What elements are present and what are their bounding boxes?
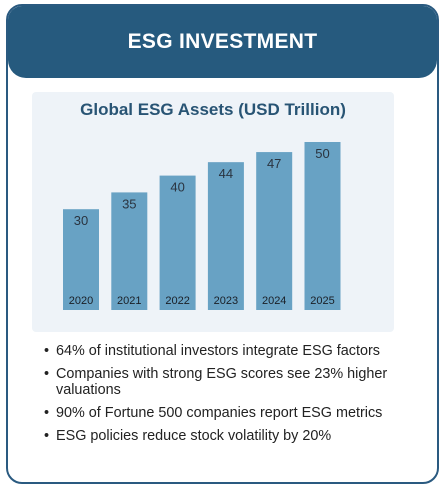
page-title: ESG INVESTMENT bbox=[127, 30, 318, 53]
bar-value-label: 35 bbox=[122, 196, 136, 211]
bar-category-label: 2020 bbox=[69, 295, 93, 307]
facts-list: • 64% of institutional investors integrat… bbox=[44, 343, 437, 451]
bullet-icon: • bbox=[44, 428, 50, 444]
bar-value-label: 47 bbox=[267, 156, 281, 171]
bar-category-label: 2022 bbox=[165, 295, 189, 307]
bar-2020 bbox=[63, 209, 99, 310]
bar-2021 bbox=[111, 192, 148, 310]
chart-title: Global ESG Assets (USD Trillion) bbox=[80, 100, 346, 119]
fact-item: • 64% of institutional investors integrat… bbox=[44, 343, 437, 359]
bar-category-label: 2021 bbox=[117, 295, 141, 307]
header-banner: ESG INVESTMENT bbox=[8, 6, 437, 78]
bar-value-label: 30 bbox=[74, 213, 88, 228]
fact-item: • Companies with strong ESG scores see 23… bbox=[44, 366, 437, 398]
fact-text: ESG policies reduce stock volatility by … bbox=[56, 428, 332, 444]
bar-category-label: 2025 bbox=[310, 295, 334, 307]
fact-text: 90% of Fortune 500 companies report ESG … bbox=[56, 405, 383, 421]
fact-item: • ESG policies reduce stock volatility by… bbox=[44, 428, 437, 444]
bar-2023 bbox=[207, 162, 244, 310]
bullet-icon: • bbox=[44, 366, 50, 382]
bullet-icon: • bbox=[44, 343, 50, 359]
chart-panel: Global ESG Assets (USD Trillion) 30 2020 3… bbox=[32, 92, 394, 332]
bar-value-label: 44 bbox=[219, 166, 233, 181]
bar-2022 bbox=[159, 175, 196, 310]
bar-category-label: 2023 bbox=[214, 295, 238, 307]
esg-card: ESG INVESTMENT Global ESG Assets (USD Tr… bbox=[6, 4, 439, 484]
fact-text: Companies with strong ESG scores see 23%… bbox=[56, 366, 388, 398]
bar-category-label: 2024 bbox=[262, 295, 286, 307]
bullet-icon: • bbox=[44, 405, 50, 421]
bar-2025 bbox=[304, 142, 341, 310]
fact-text: 64% of institutional investors integrate… bbox=[56, 343, 380, 359]
bar-chart: 30 2020 35 2021 40 2022 44 2023 47 2024 50 2025 bbox=[63, 142, 341, 310]
bar-value-label: 50 bbox=[315, 146, 329, 161]
bar-2024 bbox=[256, 152, 293, 310]
fact-item: • 90% of Fortune 500 companies report ESG… bbox=[44, 405, 437, 421]
bar-value-label: 40 bbox=[170, 180, 184, 195]
